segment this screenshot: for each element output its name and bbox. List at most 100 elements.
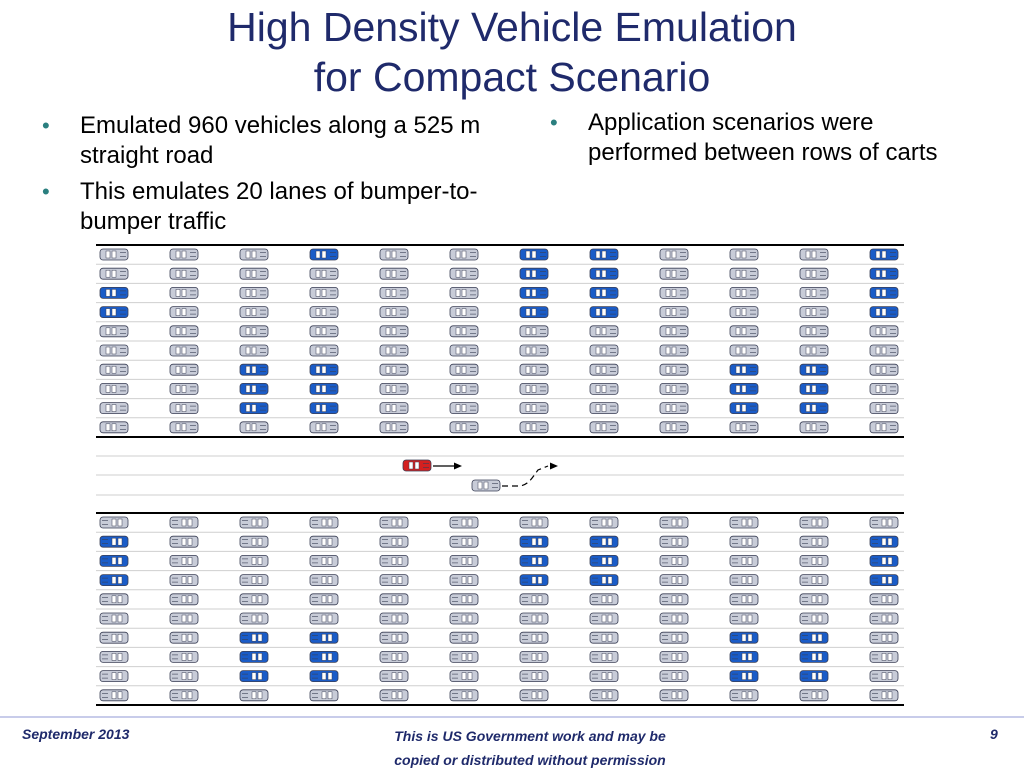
vehicle-icon (519, 267, 549, 280)
vehicle-icon (729, 535, 759, 548)
vehicle-icon (799, 631, 829, 644)
vehicle-icon (379, 670, 409, 682)
vehicle-icon (589, 612, 619, 625)
vehicle-icon (449, 363, 479, 376)
bullet-item: Application scenarios were performed bet… (550, 108, 980, 168)
vehicle-icon (169, 574, 199, 586)
vehicle-icon (309, 402, 339, 415)
vehicle-icon (239, 689, 269, 702)
vehicle-icon (589, 689, 619, 702)
vehicle-icon (99, 363, 129, 376)
footer-notice-line-1: This is US Government work and may be (394, 728, 666, 744)
vehicle-icon (379, 421, 409, 434)
vehicle-icon (519, 631, 549, 644)
vehicle-icon (799, 402, 829, 415)
vehicle-icon (169, 516, 199, 529)
vehicle-icon (659, 421, 689, 434)
vehicle-icon (729, 382, 759, 395)
vehicle-icon (309, 612, 339, 625)
vehicle-icon (449, 325, 479, 338)
vehicle-icon (239, 555, 269, 567)
vehicle-icon (589, 535, 619, 548)
vehicle-icon (309, 286, 339, 299)
vehicle-icon (589, 267, 619, 280)
vehicle-icon (309, 631, 339, 644)
vehicle-icon (239, 286, 269, 299)
vehicle-icon (99, 421, 129, 434)
vehicle-icon (169, 267, 199, 280)
vehicle-icon (379, 382, 409, 395)
vehicle-icon (239, 421, 269, 434)
vehicle-icon (379, 286, 409, 299)
vehicle-icon (169, 382, 199, 395)
vehicle-icon (169, 670, 199, 682)
vehicle-icon (449, 421, 479, 434)
vehicle-icon (449, 382, 479, 395)
vehicle-icon (309, 421, 339, 434)
vehicle-icon (519, 593, 549, 606)
vehicle-icon (471, 479, 501, 492)
vehicle-icon (799, 248, 829, 261)
vehicle-icon (589, 248, 619, 261)
vehicle-icon (799, 344, 829, 357)
vehicle-icon (449, 593, 479, 606)
vehicle-icon (379, 535, 409, 548)
vehicle-icon (99, 555, 129, 567)
vehicle-icon (869, 402, 899, 415)
vehicle-icon (169, 593, 199, 606)
vehicle-icon (799, 306, 829, 319)
bullet-item: Emulated 960 vehicles along a 525 m stra… (42, 111, 482, 171)
vehicle-icon (869, 689, 899, 702)
vehicle-icon (869, 574, 899, 586)
vehicle-icon (869, 344, 899, 357)
vehicle-icon (729, 286, 759, 299)
vehicle-icon (379, 689, 409, 702)
title-line-1: High Density Vehicle Emulation (227, 4, 797, 50)
vehicle-icon (729, 267, 759, 280)
vehicle-icon (449, 516, 479, 529)
vehicle-icon (239, 612, 269, 625)
footer-date: September 2013 (22, 726, 130, 742)
vehicle-icon (799, 670, 829, 682)
vehicle-icon (519, 651, 549, 663)
vehicle-icon (379, 344, 409, 357)
vehicle-icon (99, 248, 129, 261)
vehicle-icon (729, 516, 759, 529)
vehicle-icon (309, 574, 339, 586)
lane-change-arrowhead (550, 462, 558, 470)
vehicle-icon (169, 363, 199, 376)
vehicle-icon (869, 421, 899, 434)
vehicle-icon (239, 670, 269, 682)
vehicle-icon (309, 535, 339, 548)
vehicle-icon (169, 286, 199, 299)
title-line-2: for Compact Scenario (313, 54, 711, 100)
vehicle-icon (869, 612, 899, 625)
vehicle-icon (99, 344, 129, 357)
vehicle-icon (379, 555, 409, 567)
vehicle-icon (519, 363, 549, 376)
vehicle-icon (309, 651, 339, 663)
vehicle-icon (729, 402, 759, 415)
vehicle-icon (169, 535, 199, 548)
vehicle-icon (729, 612, 759, 625)
vehicle-icon (99, 306, 129, 319)
vehicle-icon (729, 593, 759, 606)
vehicle-icon (729, 363, 759, 376)
vehicle-icon (869, 670, 899, 682)
vehicle-icon (99, 631, 129, 644)
vehicle-icon (589, 631, 619, 644)
lane-change-arrow (502, 465, 549, 487)
footer-notice-line-2: copied or distributed without permission (394, 752, 666, 768)
vehicle-icon (519, 535, 549, 548)
vehicle-icon (659, 612, 689, 625)
vehicle-icon (169, 402, 199, 415)
vehicle-icon (379, 267, 409, 280)
vehicle-icon (659, 382, 689, 395)
vehicle-icon (799, 382, 829, 395)
vehicle-icon (449, 651, 479, 663)
vehicle-icon (659, 535, 689, 548)
vehicle-icon (309, 325, 339, 338)
vehicle-icon (449, 612, 479, 625)
vehicle-icon (729, 421, 759, 434)
vehicle-icon (799, 535, 829, 548)
